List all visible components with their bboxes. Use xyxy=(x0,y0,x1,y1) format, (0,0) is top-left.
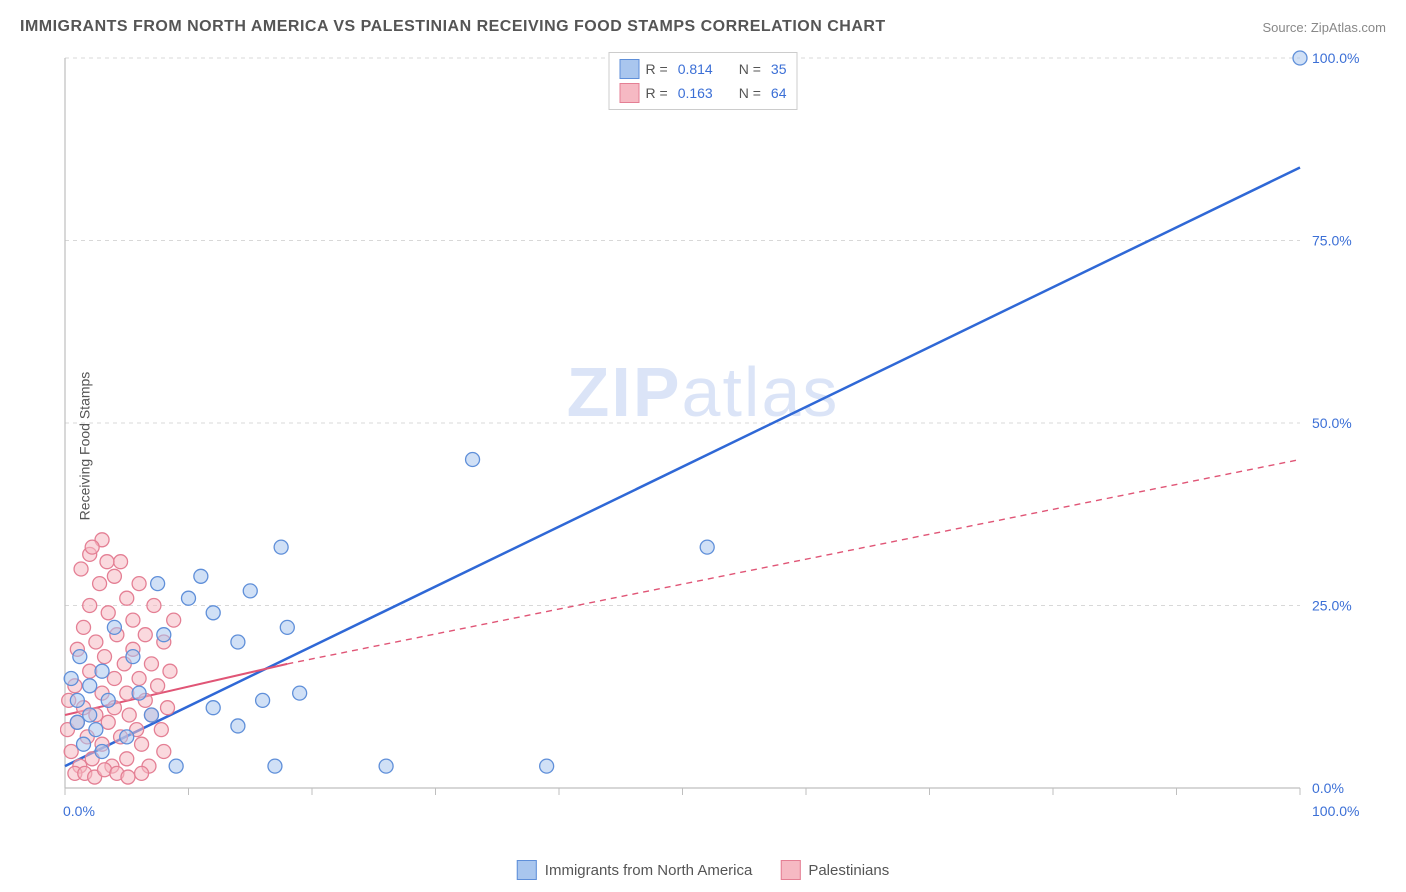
chart-header: IMMIGRANTS FROM NORTH AMERICA VS PALESTI… xyxy=(20,18,1386,36)
source-link[interactable]: ZipAtlas.com xyxy=(1311,20,1386,35)
svg-text:25.0%: 25.0% xyxy=(1312,598,1352,614)
swatch-na xyxy=(517,860,537,880)
svg-text:0.0%: 0.0% xyxy=(63,803,95,819)
stats-row-pal: R = 0.163 N = 64 xyxy=(620,81,787,105)
n-label: N = xyxy=(739,85,761,101)
legend-item-pal: Palestinians xyxy=(780,860,889,880)
swatch-na xyxy=(620,59,640,79)
r-label: R = xyxy=(646,61,668,77)
svg-text:100.0%: 100.0% xyxy=(1312,50,1359,66)
svg-text:50.0%: 50.0% xyxy=(1312,415,1352,431)
legend-item-na: Immigrants from North America xyxy=(517,860,753,880)
source-credit: Source: ZipAtlas.com xyxy=(1262,20,1386,35)
swatch-pal xyxy=(620,83,640,103)
svg-text:100.0%: 100.0% xyxy=(1312,803,1359,819)
svg-text:75.0%: 75.0% xyxy=(1312,233,1352,249)
chart-svg: 0.0% 25.0% 50.0% 75.0% 100.0% 0.0% 100.0% xyxy=(60,50,1370,830)
r-label: R = xyxy=(646,85,668,101)
legend-label-pal: Palestinians xyxy=(808,862,889,879)
chart-title: IMMIGRANTS FROM NORTH AMERICA VS PALESTI… xyxy=(20,18,886,36)
chart-plot-area: 0.0% 25.0% 50.0% 75.0% 100.0% 0.0% 100.0% xyxy=(60,50,1370,830)
stats-row-na: R = 0.814 N = 35 xyxy=(620,57,787,81)
stats-legend: R = 0.814 N = 35 R = 0.163 N = 64 xyxy=(609,52,798,110)
n-value-na: 35 xyxy=(771,61,787,77)
r-value-pal: 0.163 xyxy=(678,85,713,101)
legend-label-na: Immigrants from North America xyxy=(545,862,753,879)
n-value-pal: 64 xyxy=(771,85,787,101)
r-value-na: 0.814 xyxy=(678,61,713,77)
series-legend: Immigrants from North America Palestinia… xyxy=(517,860,889,880)
swatch-pal xyxy=(780,860,800,880)
n-label: N = xyxy=(739,61,761,77)
svg-text:0.0%: 0.0% xyxy=(1312,780,1344,796)
source-prefix: Source: xyxy=(1262,20,1310,35)
